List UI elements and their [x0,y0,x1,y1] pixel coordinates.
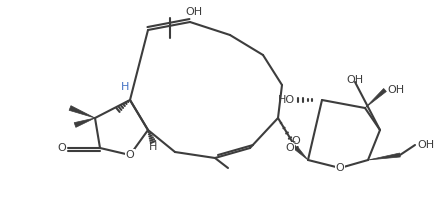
Polygon shape [69,106,95,118]
Polygon shape [365,89,386,108]
Text: O: O [58,143,67,153]
Text: H: H [149,142,157,152]
Polygon shape [74,118,95,127]
Text: O: O [126,150,134,160]
Text: OH: OH [346,75,364,85]
Text: OH: OH [417,140,434,150]
Text: O: O [336,163,344,173]
Text: H: H [121,82,129,92]
Polygon shape [295,147,308,160]
Text: OH: OH [185,7,202,17]
Polygon shape [368,153,400,160]
Text: O: O [285,143,294,153]
Text: HO: HO [278,95,295,105]
Text: O: O [292,136,300,146]
Text: OH: OH [387,85,404,95]
